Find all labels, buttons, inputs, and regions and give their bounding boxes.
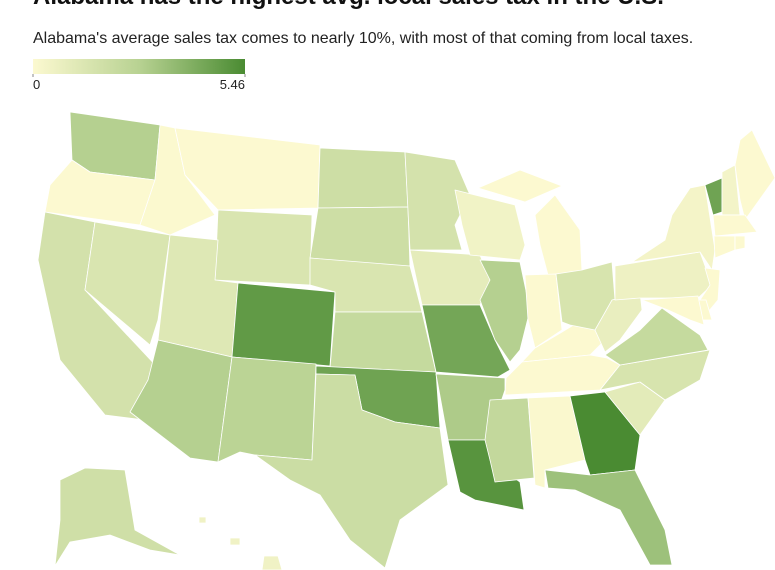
title: Alabama has the highest avg. local sales… xyxy=(33,0,664,10)
region xyxy=(604,307,709,366)
region xyxy=(713,235,736,259)
subtitle: Alabama's average sales tax comes to nea… xyxy=(33,30,693,47)
region xyxy=(477,169,563,203)
region xyxy=(84,221,171,346)
region xyxy=(534,194,583,276)
region xyxy=(317,147,409,209)
region xyxy=(524,273,563,349)
legend-tick-label: 0 xyxy=(33,77,40,92)
region xyxy=(712,214,758,237)
region xyxy=(261,555,283,570)
region xyxy=(217,356,317,463)
region xyxy=(329,311,437,373)
region xyxy=(614,251,713,301)
region xyxy=(641,295,705,326)
region xyxy=(54,467,181,567)
region xyxy=(254,373,449,569)
region xyxy=(229,537,241,546)
region xyxy=(594,291,643,353)
region xyxy=(174,127,321,211)
region xyxy=(484,397,535,483)
legend-gradient xyxy=(33,59,245,74)
region xyxy=(734,235,746,251)
region xyxy=(409,249,491,306)
region xyxy=(734,129,775,221)
region xyxy=(198,516,207,524)
legend-tick-label: 5.46 xyxy=(220,77,245,92)
region xyxy=(479,259,531,363)
region xyxy=(214,209,313,286)
region xyxy=(454,189,526,261)
region xyxy=(504,354,621,396)
region xyxy=(544,469,673,566)
region xyxy=(421,304,511,378)
region xyxy=(231,282,336,367)
